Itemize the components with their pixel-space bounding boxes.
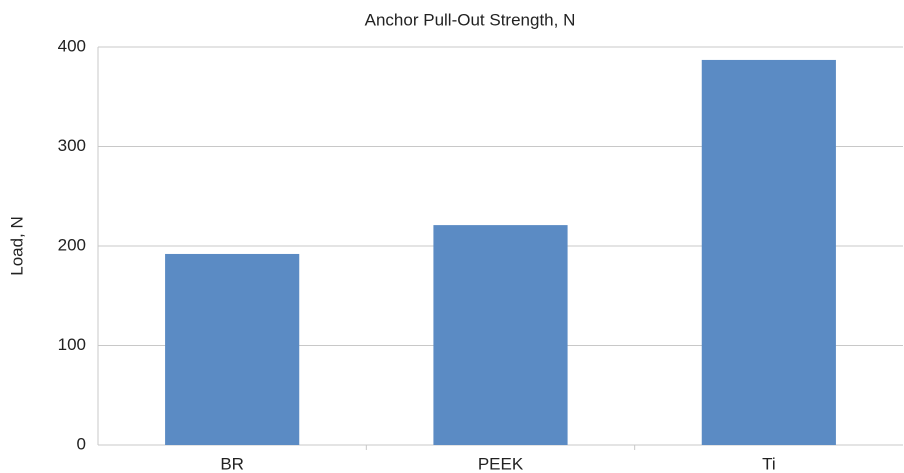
y-tick-label: 0 [77, 434, 86, 453]
bar [433, 225, 568, 445]
bar [165, 253, 300, 445]
x-tick-label: PEEK [478, 454, 524, 473]
x-tick-label: Ti [762, 454, 776, 473]
y-axis-label: Load, N [7, 216, 26, 276]
y-tick-label: 100 [58, 335, 86, 354]
y-tick-label: 400 [58, 36, 86, 55]
y-tick-label: 300 [58, 136, 86, 155]
chart-title: Anchor Pull-Out Strength, N [365, 10, 576, 29]
bar [701, 59, 836, 446]
x-tick-label: BR [220, 454, 244, 473]
y-tick-label: 200 [58, 235, 86, 254]
